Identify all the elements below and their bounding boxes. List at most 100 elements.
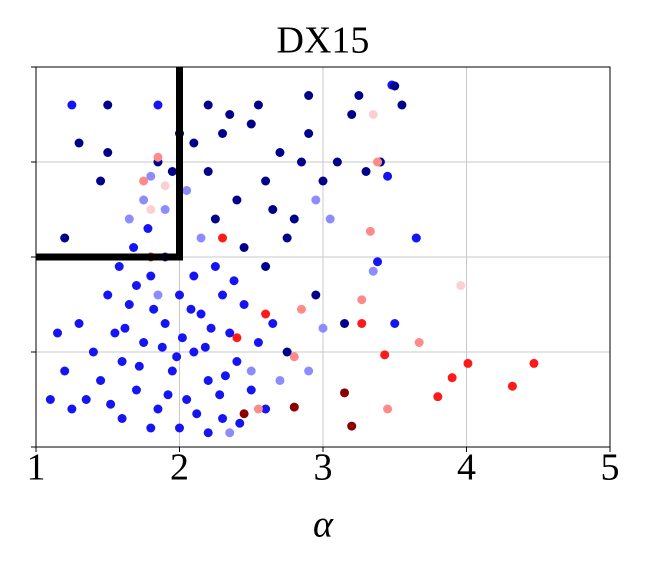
point [275, 376, 285, 385]
point [373, 157, 383, 167]
point [225, 110, 235, 119]
point [232, 357, 242, 366]
point [96, 376, 106, 385]
point [218, 129, 228, 138]
point [296, 157, 306, 167]
point [177, 333, 187, 343]
point [383, 404, 393, 414]
point [143, 224, 153, 233]
point [304, 91, 314, 100]
point [60, 366, 70, 376]
point [103, 290, 113, 300]
point [81, 395, 91, 404]
point [220, 371, 230, 381]
point [117, 414, 127, 423]
point [172, 352, 182, 362]
point [239, 243, 249, 252]
point [160, 181, 170, 191]
point [289, 352, 299, 362]
point [253, 404, 263, 414]
point [167, 366, 177, 376]
point [296, 304, 306, 314]
point [153, 152, 163, 162]
point [96, 176, 106, 186]
point [275, 148, 285, 157]
x-tick-label: 4 [457, 447, 476, 489]
point [139, 338, 149, 347]
point [218, 414, 228, 423]
point [131, 385, 141, 395]
point [246, 119, 256, 129]
point [149, 304, 159, 314]
point [318, 176, 328, 186]
point [311, 290, 321, 300]
point [361, 167, 371, 176]
point [210, 214, 220, 224]
point [146, 205, 156, 214]
point [304, 366, 314, 376]
point [139, 195, 149, 205]
point [189, 347, 199, 357]
point [189, 138, 199, 148]
point [203, 167, 213, 176]
point [229, 276, 239, 286]
point [120, 323, 130, 333]
point [124, 214, 134, 224]
chart-title: DX15 [277, 20, 370, 62]
point [235, 418, 245, 428]
point [196, 233, 206, 243]
point [153, 100, 163, 110]
point [239, 300, 249, 309]
point [347, 421, 357, 431]
point [157, 342, 167, 352]
point [131, 281, 141, 290]
point [357, 319, 367, 328]
point [203, 376, 213, 385]
point [354, 91, 364, 100]
point [261, 176, 271, 186]
point [210, 262, 220, 271]
point [311, 195, 321, 205]
point [340, 319, 350, 328]
point [261, 404, 271, 414]
point [368, 110, 378, 119]
point [160, 205, 170, 214]
point [175, 290, 184, 300]
point [67, 404, 77, 414]
point [390, 319, 400, 328]
point [103, 148, 113, 157]
point [380, 350, 390, 360]
point [282, 233, 292, 243]
point [200, 342, 210, 352]
point [160, 319, 170, 328]
point [218, 290, 228, 300]
point [225, 428, 235, 438]
point [196, 309, 206, 319]
point [146, 171, 156, 181]
point [261, 309, 271, 319]
point [368, 266, 378, 276]
x-tick-label: 3 [314, 447, 333, 489]
point [203, 100, 213, 110]
point [192, 409, 202, 419]
point [433, 392, 443, 402]
point [153, 290, 163, 300]
point [463, 358, 473, 368]
point [139, 176, 149, 186]
point [218, 233, 228, 243]
point [268, 205, 278, 214]
point [325, 214, 335, 224]
point [163, 390, 173, 400]
point [397, 100, 407, 110]
point [153, 404, 163, 414]
point [357, 295, 367, 305]
point [186, 304, 196, 314]
point [146, 423, 156, 433]
point [365, 226, 375, 236]
point [447, 373, 457, 383]
point [182, 395, 192, 404]
point [289, 402, 299, 412]
point [390, 81, 400, 91]
point [146, 271, 156, 281]
